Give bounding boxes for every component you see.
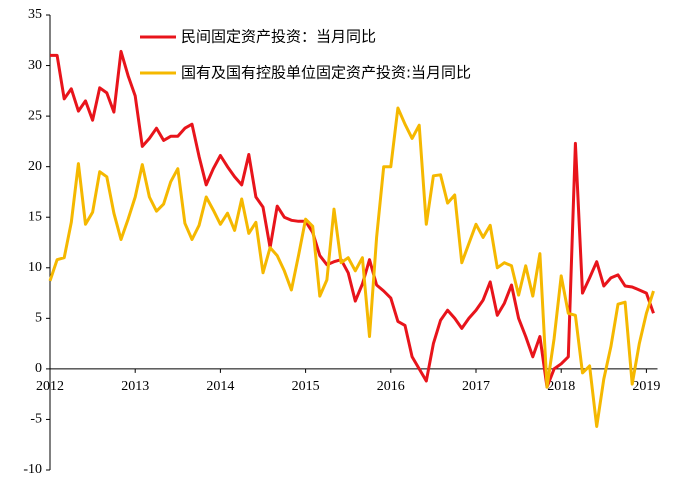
x-tick-label: 2015 (292, 379, 320, 394)
legend-label: 民间固定资产投资：当月同比 (181, 28, 376, 46)
y-tick-label: 25 (28, 108, 42, 123)
x-tick-label: 2013 (121, 379, 149, 394)
x-tick-label: 2014 (206, 379, 234, 394)
x-tick-label: 2019 (632, 379, 660, 394)
x-tick-label: 2012 (36, 379, 64, 394)
x-tick-label: 2016 (377, 379, 405, 394)
series-line (50, 49, 655, 389)
y-tick-label: -10 (23, 462, 42, 477)
y-tick-label: 10 (28, 260, 42, 275)
y-tick-label: 15 (28, 209, 42, 224)
legend-label: 国有及国有控股单位固定资产投资:当月同比 (181, 64, 471, 82)
y-tick-label: 35 (28, 7, 42, 22)
y-tick-label: 5 (35, 311, 42, 326)
y-tick-label: 30 (28, 58, 42, 73)
y-tick-label: 20 (28, 159, 42, 174)
series-line (48, 106, 655, 428)
x-tick-label: 2018 (547, 379, 575, 394)
y-tick-label: 0 (35, 361, 42, 376)
x-tick-label: 2017 (462, 379, 490, 394)
y-tick-label: -5 (30, 412, 42, 427)
